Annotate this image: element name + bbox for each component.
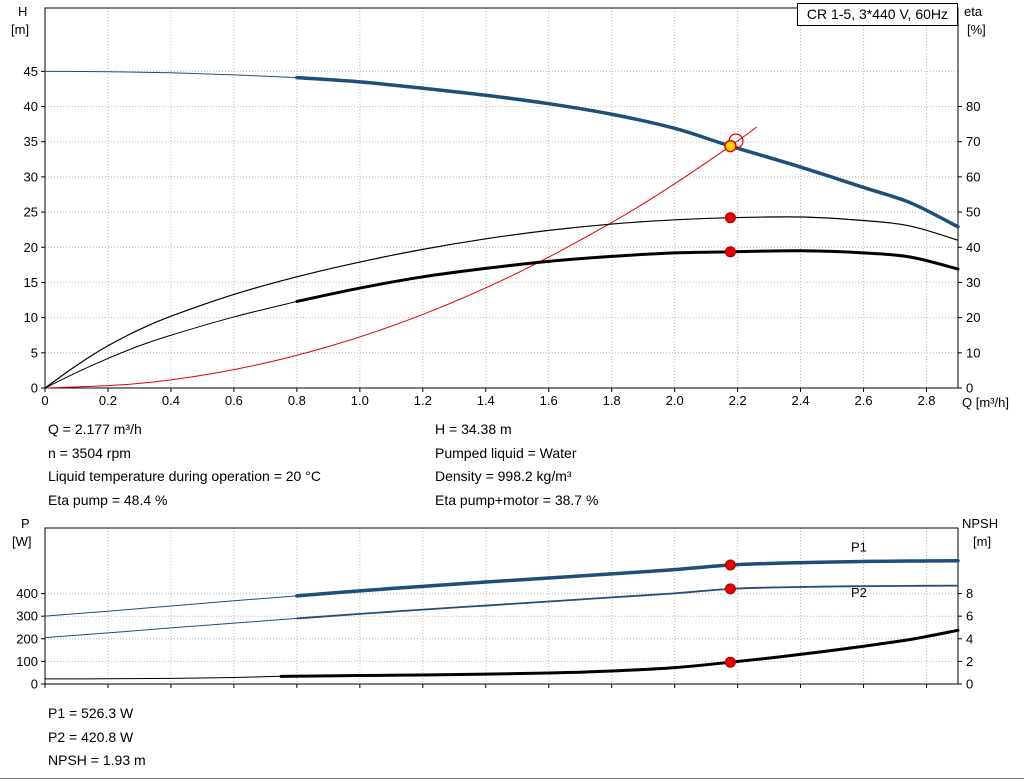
- left-axis-tick-label: 20: [24, 240, 38, 255]
- info-line: H = 34.38 m: [435, 421, 512, 437]
- x-axis-tick-label: 1.4: [477, 393, 495, 408]
- info-line: Eta pump+motor = 38.7 %: [435, 491, 599, 508]
- eta-axis-unit: [%]: [967, 22, 986, 37]
- left-axis-tick-label: 100: [16, 654, 38, 669]
- info-line: P2 = 420.8 W: [48, 728, 134, 745]
- right-axis-tick-label: 70: [966, 134, 980, 149]
- info-line: NPSH = 1.93 m: [48, 752, 146, 768]
- qh-eta-chart: 0 5 10 15 20 25 30 35 40 45 0 10 20 30 40 50 60 70 80 0 0.2 0…: [24, 7, 980, 408]
- left-axis-tick-label: 35: [24, 134, 38, 149]
- bottom-divider: [0, 778, 1024, 779]
- left-axis-tick-label: 45: [24, 64, 38, 79]
- left-axis-tick-label: 300: [16, 609, 38, 624]
- info-line: n = 3504 rpm: [48, 444, 131, 461]
- npsh-axis-unit: [m]: [973, 534, 992, 549]
- right-axis-tick-label: 30: [966, 275, 980, 290]
- operating-data-left: Q = 2.177 m³/h n = 3504 rpm Liquid tempera…: [48, 418, 321, 512]
- right-axis-tick-label: 60: [966, 169, 980, 184]
- x-axis-tick-label: 1.0: [351, 393, 369, 408]
- left-axis-tick-label: 0: [31, 677, 38, 692]
- p-axis-unit: [W]: [12, 534, 32, 549]
- p2-point: [724, 583, 736, 595]
- left-axis-tick-label: 400: [16, 586, 38, 601]
- right-axis-tick-label: 20: [966, 310, 980, 325]
- right-axis-tick-label: 0: [966, 381, 973, 396]
- x-axis-tick-label: 0.4: [162, 393, 180, 408]
- x-axis-tick-label: 2.2: [729, 393, 747, 408]
- p-axis-title: P: [21, 516, 30, 531]
- left-axis-tick-label: 15: [24, 275, 38, 290]
- right-axis-tick-label: 80: [966, 99, 980, 114]
- eta-pump-curve: [44, 216, 959, 389]
- info-line: Pumped liquid = Water: [435, 444, 577, 461]
- p1-point: [724, 559, 736, 571]
- x-axis-tick-label: 1.8: [603, 393, 621, 408]
- left-axis-tick-label: 5: [31, 345, 38, 360]
- p2-curve: [295, 584, 959, 620]
- left-axis-tick-label: 0: [31, 381, 38, 396]
- q-axis-title: Q [m³/h]: [962, 395, 1009, 410]
- right-axis-tick-label: 0: [966, 677, 973, 692]
- plot-frame: [44, 527, 959, 685]
- eta-pump-motor-point: [724, 246, 736, 258]
- right-axis-tick-label: 50: [966, 205, 980, 220]
- qh-curve: [295, 75, 960, 229]
- eta-pump-point: [724, 212, 736, 224]
- x-axis-tick-label: 1.2: [414, 393, 432, 408]
- h-axis-title: H: [18, 4, 28, 19]
- left-axis-tick-label: 200: [16, 631, 38, 646]
- curve-label-p1: P1: [851, 540, 867, 555]
- x-axis-tick-label: 0.6: [225, 393, 243, 408]
- x-axis-tick-label: 1.6: [540, 393, 558, 408]
- left-axis-tick-label: 25: [24, 205, 38, 220]
- system-curve: [44, 126, 758, 389]
- results-block: P1 = 526.3 W P2 = 420.8 W NPSH = 1.93 m: [48, 702, 146, 773]
- x-axis-tick-label: 2.8: [917, 393, 935, 408]
- x-axis-tick-label: 2.4: [792, 393, 810, 408]
- right-axis-tick-label: 6: [966, 609, 973, 624]
- plot-frame: [44, 7, 959, 389]
- h-axis-unit: [m]: [11, 22, 30, 37]
- left-axis-tick-label: 10: [24, 310, 38, 325]
- info-line: Eta pump = 48.4 %: [48, 491, 168, 508]
- pump-title: CR 1-5, 3*440 V, 60Hz: [806, 6, 948, 22]
- eta-pump-motor-curve: [295, 249, 960, 303]
- x-axis-tick-label: 0.8: [288, 393, 306, 408]
- right-axis-tick-label: 2: [966, 654, 973, 669]
- info-line: P1 = 526.3 W: [48, 705, 134, 721]
- eta-pump-motor-lead: [44, 300, 298, 389]
- p1-curve-lead: [44, 595, 298, 617]
- x-axis-tick-label: 0.2: [99, 393, 117, 408]
- p1-curve: [295, 559, 960, 598]
- left-axis-tick-label: 40: [24, 99, 38, 114]
- info-line: Liquid temperature during operation = 20…: [48, 468, 321, 484]
- npsh-curve: [279, 628, 960, 678]
- pump-title-box: CR 1-5, 3*440 V, 60Hz: [796, 3, 958, 26]
- right-axis-tick-label: 10: [966, 345, 980, 360]
- curve-label-p2: P2: [851, 585, 867, 600]
- p2-curve-lead: [44, 617, 298, 639]
- npsh-point: [724, 656, 736, 668]
- right-axis-tick-label: 40: [966, 240, 980, 255]
- right-axis-tick-label: 4: [966, 631, 973, 646]
- info-line: Q = 2.177 m³/h: [48, 421, 142, 437]
- x-axis-tick-label: 2.6: [855, 393, 873, 408]
- operating-point[interactable]: [724, 139, 737, 153]
- info-line: Density = 998.2 kg/m³: [435, 468, 572, 484]
- x-axis-tick-label: 2.0: [666, 393, 684, 408]
- npsh-curve-lead: [44, 675, 282, 680]
- power-npsh-chart: 0 100 200 300 400 0 2 4 6 8 P1 P2: [16, 527, 973, 692]
- eta-axis-title: eta: [964, 4, 983, 19]
- npsh-axis-title: NPSH: [962, 516, 999, 531]
- operating-data-right: H = 34.38 m Pumped liquid = Water Density …: [435, 418, 598, 512]
- x-axis-tick-label: 0: [41, 393, 48, 408]
- qh-curve-lead: [44, 70, 298, 79]
- right-axis-tick-label: 8: [966, 586, 973, 601]
- left-axis-tick-label: 30: [24, 169, 38, 184]
